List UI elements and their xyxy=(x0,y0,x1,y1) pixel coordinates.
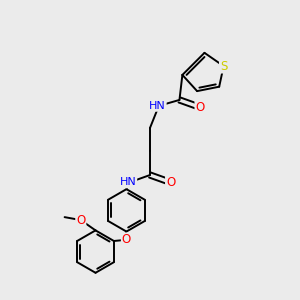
Text: O: O xyxy=(122,233,131,246)
Text: S: S xyxy=(220,60,227,73)
Text: O: O xyxy=(195,101,205,114)
Text: O: O xyxy=(76,214,86,226)
Text: O: O xyxy=(166,176,175,189)
Text: HN: HN xyxy=(119,177,136,188)
Text: HN: HN xyxy=(149,101,166,111)
